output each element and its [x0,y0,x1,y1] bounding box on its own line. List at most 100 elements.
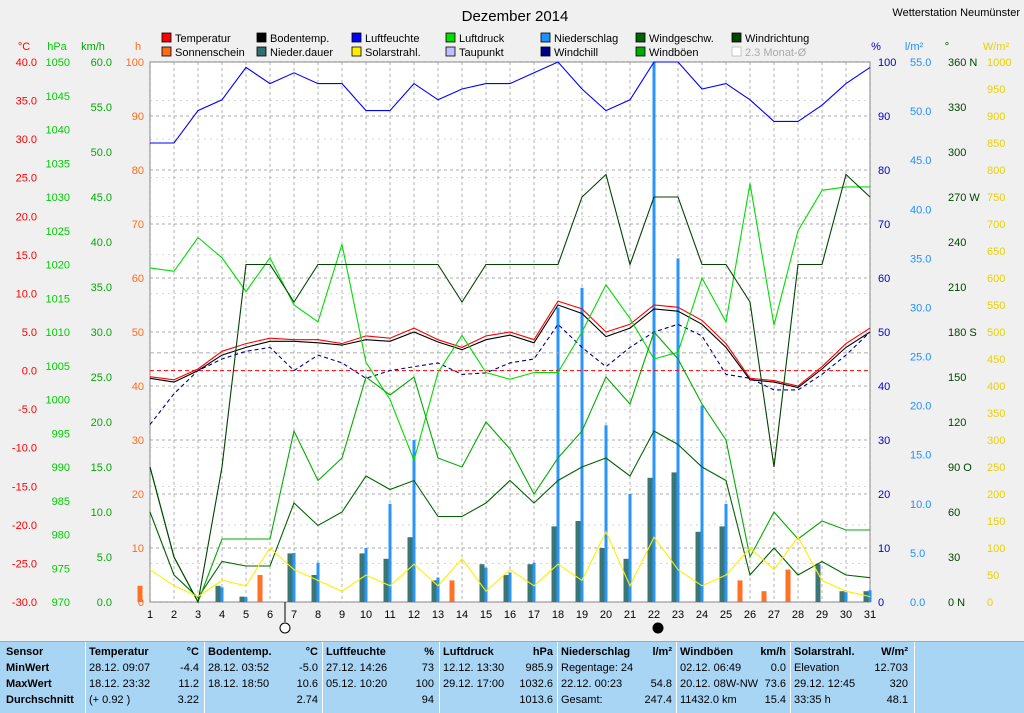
stats-cell-value: °C [186,646,199,658]
axis-tick-kmh: 25.0 [91,372,112,384]
bar-nieder-dauer [647,477,653,602]
legend-swatch [731,32,742,43]
bar-sonnenschein [737,580,743,602]
axis-tick-deg: 30 [948,552,960,564]
stats-cell-label: (+ 0.92 ) [89,694,131,706]
axis-tick-deg: 330 [948,102,966,114]
stats-cell: Gesamt: 247.4 [561,694,676,710]
legend-swatch [351,32,362,43]
stats-cell: 2.74 [208,694,322,710]
stats-cell: 27.12. 14:26 73 [326,662,438,678]
chart-title: Dezember 2014 [462,8,569,25]
stats-row-min: MinWert [6,662,50,674]
axis-tick-wm2: 500 [987,327,1005,339]
stats-cell-label: 29.12. 12:45 [794,678,856,690]
axis-tick-kmh: 45.0 [91,192,112,204]
legend-swatch [540,32,551,43]
x-tick: 20 [600,609,612,621]
axis-unit-lm2: l/m² [905,41,924,53]
stats-row-avg: Durchschnitt [6,694,74,706]
axis-tick-kmh: 30.0 [91,327,112,339]
x-tick: 27 [768,609,780,621]
axis-tick-kmh: 60.0 [91,57,112,69]
legend-item: Sonnenschein [161,46,245,59]
stats-cell-value: 10.6 [296,678,318,690]
legend-label: Luftfeuchte [365,33,419,45]
stats-cell: 05.12. 10:20 100 [326,678,438,694]
bar-nieder-dauer [575,521,581,602]
axis-tick-pct: 70 [878,219,890,231]
legend-label: Sonnenschein [175,47,245,59]
legend-swatch [256,46,267,57]
stats-cell-label: 22.12. 00:23 [561,678,623,690]
legend-item: Taupunkt [445,46,504,59]
axis-tick-wm2: 50 [987,570,999,582]
axis-tick-lm2: 15.0 [910,450,931,462]
axis-tick-deg: 180 S [948,327,977,339]
bar-niederschlag [412,440,416,602]
stats-cell: Bodentemp. °C [208,646,322,662]
bar-niederschlag [724,503,728,602]
stats-cell-value: 1032.6 [519,678,553,690]
legend-label: Bodentemp. [270,33,329,45]
stats-cell-value: 3.22 [177,694,199,706]
axis-tick-h: 70 [132,219,144,231]
stats-cell-label: Elevation [794,662,840,674]
axis-tick-hpa: 995 [52,428,70,440]
bar-niederschlag [388,503,392,602]
stats-separator [676,642,677,713]
axis-tick-wm2: 400 [987,381,1005,393]
stats-cell-value: -4.4 [180,662,199,674]
axis-tick-temp: -5.0 [18,404,37,416]
x-tick: 8 [315,609,321,621]
bar-nieder-dauer [383,558,389,602]
axis-tick-wm2: 450 [987,354,1005,366]
axis-tick-pct: 30 [878,435,890,447]
series-windb-en [149,330,870,604]
station-name: Wetterstation Neumünster [892,7,1020,19]
axis-tick-kmh: 15.0 [91,462,112,474]
stats-cell-value: 100 [415,678,434,690]
stats-cell-value: -5.0 [299,662,318,674]
axis-tick-deg: 270 W [948,192,980,204]
stats-separator [557,642,558,713]
axis-tick-kmh: 20.0 [91,417,112,429]
series-luftfeuchte [150,61,871,144]
stats-cell: 11432.0 km 15.4 [680,694,790,710]
stats-cell-label: 27.12. 14:26 [326,662,388,674]
stats-cell: Solarstrahl. W/m² [794,646,912,662]
legend-swatch [161,32,172,43]
axis-unit-deg: ° [945,41,949,53]
x-tick: 1 [147,609,153,621]
legend-item: Bodentemp. [256,32,329,45]
series-taupunkt [149,323,871,425]
legend-label: Windgeschw. [649,33,714,45]
axis-tick-wm2: 550 [987,300,1005,312]
axis-tick-hpa: 1000 [46,395,70,407]
axis-unit-pct: % [871,41,881,53]
stats-separator [790,642,791,713]
axis-tick-deg: 300 [948,147,966,159]
x-tick: 12 [408,609,420,621]
x-tick: 13 [432,609,444,621]
legend-item: Luftdruck [445,32,505,45]
axis-tick-wm2: 950 [987,84,1005,96]
axis-tick-hpa: 1010 [46,327,70,339]
axis-tick-lm2: 40.0 [910,204,931,216]
x-tick: 5 [243,609,249,621]
stats-cell: Temperatur °C [89,646,203,662]
legend-item: Solarstrahl. [351,46,421,59]
bar-niederschlag [628,494,632,602]
axis-tick-wm2: 1000 [987,57,1011,69]
stats-cell-label: 28.12. 09:07 [89,662,151,674]
axis-tick-hpa: 975 [52,563,70,575]
axis-tick-temp: 40.0 [16,57,37,69]
x-tick: 29 [816,609,828,621]
axis-tick-temp: 10.0 [16,288,37,300]
stats-cell: 1013.6 [443,694,557,710]
series-solarstrahl- [149,530,871,598]
stats-cell-label: 29.12. 17:00 [443,678,505,690]
axis-tick-lm2: 30.0 [910,302,931,314]
axis-labels: 40.0 35.0 30.0 25.0 20.0 15.0 10.0 5.0 0.0 -5.0 -1… [12,41,1012,609]
